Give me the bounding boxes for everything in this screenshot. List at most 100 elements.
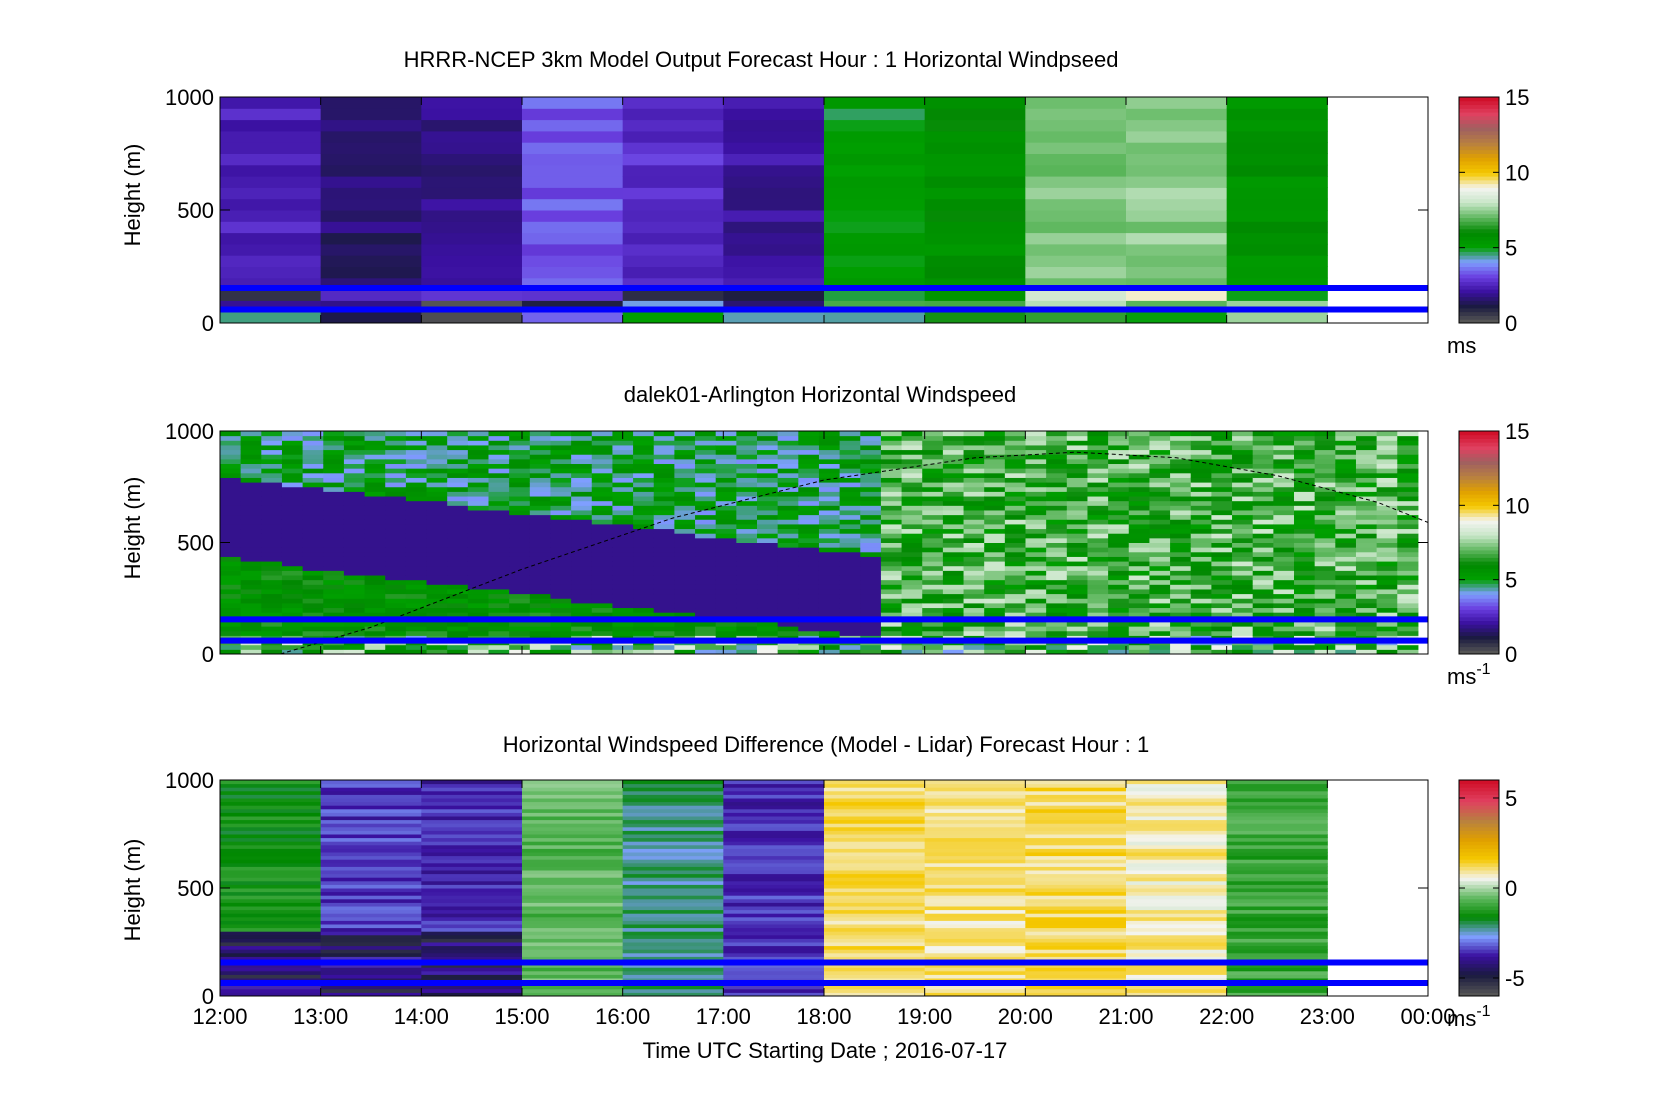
heatmap-cell [901, 547, 923, 553]
heatmap-cell [220, 826, 322, 831]
heatmap-cell [1025, 902, 1127, 907]
heatmap-cell [695, 458, 717, 465]
heatmap-cell [421, 311, 523, 324]
heatmap-cell [529, 570, 551, 576]
heatmap-cell [1108, 551, 1130, 557]
heatmap-cell [695, 435, 717, 441]
colorbar-swatch [1459, 852, 1499, 857]
heatmap-cell [984, 514, 1006, 520]
heatmap-cell [320, 187, 422, 200]
heatmap-cell [1376, 649, 1398, 655]
heatmap-cell [385, 644, 407, 650]
colorbar-swatch [1459, 970, 1499, 975]
heatmap-cell [860, 575, 882, 581]
heatmap-cell [421, 277, 523, 290]
heatmap-cell [1273, 649, 1295, 655]
heatmap-cell [839, 612, 861, 618]
heatmap-cell [421, 880, 523, 885]
heatmap-cell [467, 570, 490, 576]
heatmap-cell [922, 561, 944, 567]
heatmap-cell [421, 970, 523, 975]
heatmap-cell [824, 232, 926, 245]
heatmap-cell [302, 431, 324, 437]
heatmap-cell [323, 431, 345, 437]
colorbar-swatch [1459, 512, 1499, 517]
heatmap-cell [302, 598, 324, 604]
heatmap-cell [633, 509, 655, 516]
heatmap-cell [818, 533, 841, 539]
heatmap-cell [320, 221, 422, 234]
heatmap-cell [1170, 588, 1192, 595]
heatmap-cell [421, 916, 523, 921]
heatmap-cell [1149, 528, 1171, 534]
heatmap-cell [320, 942, 422, 947]
heatmap-cell [1355, 602, 1378, 609]
heatmap-cell [1128, 496, 1150, 502]
heatmap-cell [1066, 454, 1088, 460]
heatmap-cell [364, 528, 386, 534]
heatmap-cell [261, 542, 283, 548]
heatmap-cell [447, 630, 469, 636]
heatmap-cell [839, 547, 861, 553]
heatmap-cell [824, 798, 926, 803]
heatmap-cell [302, 496, 324, 502]
heatmap-cell [674, 537, 696, 543]
heatmap-cell [612, 444, 634, 451]
heatmap-cell [1004, 463, 1027, 469]
heatmap-cell [924, 949, 1026, 954]
heatmap-cell [984, 528, 1006, 534]
heatmap-cell [1314, 588, 1336, 595]
heatmap-cell [901, 630, 923, 636]
heatmap-cell [824, 830, 926, 835]
heatmap-cell [1066, 612, 1088, 618]
colorbar-swatch [1459, 642, 1499, 648]
heatmap-cell [1314, 523, 1336, 530]
heatmap-cell [860, 621, 882, 627]
heatmap-cell [1128, 463, 1150, 469]
heatmap-cell [405, 598, 428, 604]
heatmap-cell [261, 621, 283, 627]
heatmap-cell [1226, 956, 1328, 961]
heatmap-cell [924, 153, 1026, 166]
heatmap-cell [1273, 505, 1295, 511]
heatmap-cell [550, 435, 572, 441]
heatmap-cell [1087, 565, 1109, 571]
heatmap-cell [924, 942, 1026, 947]
heatmap-cell [1108, 509, 1130, 516]
heatmap-cell [1190, 444, 1212, 451]
heatmap-cell [522, 988, 624, 993]
heatmap-cell [695, 505, 717, 511]
heatmap-cell [1273, 626, 1295, 632]
heatmap-cell [509, 435, 531, 441]
heatmap-cell [757, 482, 779, 488]
colorbar-swatch [1459, 520, 1499, 525]
heatmap-cell [1126, 992, 1228, 997]
heatmap-cell [1108, 533, 1130, 539]
colorbar-swatch [1459, 457, 1499, 462]
heatmap-cell [1226, 130, 1328, 143]
heatmap-cell [1108, 482, 1130, 488]
heatmap-cell [901, 431, 923, 437]
heatmap-cell [385, 649, 407, 655]
heatmap-cell [320, 798, 422, 803]
heatmap-cell [240, 458, 262, 465]
heatmap-cell [653, 468, 675, 474]
heatmap-cell [984, 612, 1006, 618]
heatmap-cell [798, 621, 820, 627]
heatmap-cell [798, 472, 820, 478]
heatmap-cell [405, 440, 428, 446]
heatmap-cell [364, 584, 386, 590]
heatmap-cell [1211, 514, 1233, 520]
heatmap-cell [447, 514, 469, 520]
heatmap-cell [1294, 630, 1316, 636]
heatmap-cell [1066, 570, 1088, 576]
heatmap-cell [550, 579, 572, 585]
x-tick-label: 16:00 [595, 1004, 650, 1029]
heatmap-cell [736, 491, 758, 497]
heatmap-cell [302, 630, 324, 636]
heatmap-cell [320, 801, 422, 806]
heatmap-cell [1355, 523, 1378, 530]
heatmap-cell [447, 598, 469, 604]
heatmap-cell [364, 496, 386, 502]
heatmap-cell [550, 431, 572, 437]
